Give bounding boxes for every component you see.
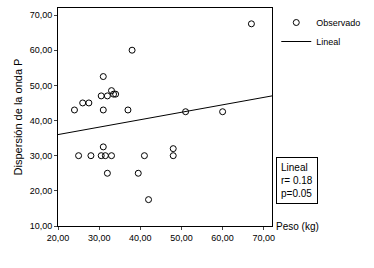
svg-text:50,00: 50,00 — [30, 81, 53, 91]
svg-text:40,00: 40,00 — [30, 116, 53, 126]
svg-text:30,00: 30,00 — [88, 233, 111, 243]
svg-text:Linealr= 0.18p=0.05: Linealr= 0.18p=0.05 — [281, 162, 313, 199]
svg-text:70,00: 70,00 — [30, 10, 53, 20]
svg-text:40,00: 40,00 — [129, 233, 152, 243]
svg-text:70,00: 70,00 — [253, 233, 276, 243]
svg-text:Peso (kg): Peso (kg) — [276, 221, 319, 232]
svg-text:20,00: 20,00 — [47, 233, 70, 243]
svg-text:Observado: Observado — [316, 18, 360, 28]
svg-text:Lineal: Lineal — [316, 37, 340, 47]
svg-text:60,00: 60,00 — [211, 233, 234, 243]
svg-text:50,00: 50,00 — [170, 233, 193, 243]
svg-text:20,00: 20,00 — [30, 186, 53, 196]
svg-text:60,00: 60,00 — [30, 45, 53, 55]
svg-text:Dispersión de la onda P: Dispersión de la onda P — [12, 59, 24, 176]
svg-text:30,00: 30,00 — [30, 151, 53, 161]
svg-text:10,00: 10,00 — [30, 221, 53, 231]
